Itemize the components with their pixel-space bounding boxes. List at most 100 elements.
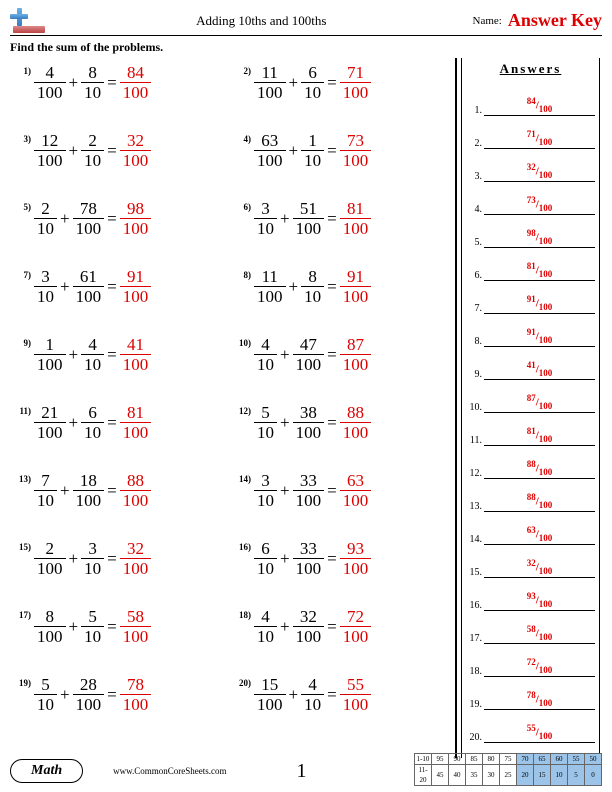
equation: 610+33100=93100: [254, 540, 371, 577]
answer-row: 19.78/100: [466, 677, 595, 710]
answer-row: 16.93/100: [466, 578, 595, 611]
answer-row: 14.63/100: [466, 512, 595, 545]
equals-op: =: [324, 345, 340, 365]
fraction-a: 410: [254, 336, 277, 373]
equation: 63100+110=73100: [254, 132, 371, 169]
equals-op: =: [324, 277, 340, 297]
fraction-b: 110: [301, 132, 324, 169]
plus-op: +: [286, 277, 302, 297]
fraction-answer: 87100: [340, 336, 372, 373]
answer-value: 63/100: [484, 525, 595, 545]
fraction-a: 11100: [254, 64, 286, 101]
equals-op: =: [104, 413, 120, 433]
equation: 410+47100=87100: [254, 336, 371, 373]
answer-value: 32/100: [484, 558, 595, 578]
answer-value: 88/100: [484, 492, 595, 512]
answers-title: Answers: [466, 58, 595, 83]
fraction-a: 710: [34, 472, 57, 509]
fraction-a: 4100: [34, 64, 66, 101]
problem-number: 5): [18, 200, 34, 212]
answer-row: 15.32/100: [466, 545, 595, 578]
answer-number: 8.: [466, 336, 484, 347]
answer-number: 1.: [466, 105, 484, 116]
problem-number: 13): [18, 472, 34, 484]
fraction-b: 18100: [73, 472, 105, 509]
answer-number: 4.: [466, 204, 484, 215]
equation: 510+38100=88100: [254, 404, 371, 441]
answer-value: 73/100: [484, 195, 595, 215]
equals-op: =: [324, 481, 340, 501]
answer-number: 3.: [466, 171, 484, 182]
fraction-answer: 58100: [120, 608, 152, 645]
answer-number: 18.: [466, 666, 484, 677]
answer-row: 18.72/100: [466, 644, 595, 677]
problem-number: 16): [238, 540, 254, 552]
equals-op: =: [104, 481, 120, 501]
answer-row: 9.41/100: [466, 347, 595, 380]
answer-number: 7.: [466, 303, 484, 314]
fraction-b: 51100: [293, 200, 325, 237]
fraction-answer: 88100: [340, 404, 372, 441]
worksheet-title: Adding 10ths and 100ths: [50, 13, 473, 29]
problem: 10)410+47100=87100: [238, 336, 371, 373]
fraction-answer: 32100: [120, 132, 152, 169]
fraction-answer: 78100: [120, 676, 152, 713]
instruction-text: Find the sum of the problems.: [10, 36, 602, 58]
fraction-answer: 73100: [340, 132, 372, 169]
equation: 21100+610=81100: [34, 404, 151, 441]
plus-op: +: [277, 481, 293, 501]
answer-value: 84/100: [484, 96, 595, 116]
fraction-answer: 63100: [340, 472, 372, 509]
problem: 18)410+32100=72100: [238, 608, 371, 645]
answer-value: 88/100: [484, 459, 595, 479]
problem-number: 17): [18, 608, 34, 620]
problem-number: 10): [238, 336, 254, 348]
problem-number: 12): [238, 404, 254, 416]
fraction-answer: 98100: [120, 200, 152, 237]
equals-op: =: [324, 549, 340, 569]
answer-value: 91/100: [484, 294, 595, 314]
problem-number: 4): [238, 132, 254, 144]
answers-section: Answers 1.84/1002.71/1003.32/1004.73/100…: [455, 58, 600, 758]
equation: 15100+410=55100: [254, 676, 371, 713]
problem-number: 19): [18, 676, 34, 688]
fraction-b: 410: [301, 676, 324, 713]
problem: 5)210+78100=98100: [18, 200, 151, 237]
fraction-a: 1100: [34, 336, 66, 373]
fraction-b: 410: [81, 336, 104, 373]
fraction-b: 810: [81, 64, 104, 101]
problem-number: 3): [18, 132, 34, 144]
fraction-b: 47100: [293, 336, 325, 373]
fraction-answer: 72100: [340, 608, 372, 645]
problem-number: 11): [18, 404, 34, 416]
answer-number: 15.: [466, 567, 484, 578]
answer-number: 16.: [466, 600, 484, 611]
plus-op: +: [277, 413, 293, 433]
plus-op: +: [66, 413, 82, 433]
answer-value: 58/100: [484, 624, 595, 644]
answer-number: 19.: [466, 699, 484, 710]
equals-op: =: [104, 73, 120, 93]
answer-number: 20.: [466, 732, 484, 743]
answer-row: 6.81/100: [466, 248, 595, 281]
answer-key-label: Answer Key: [508, 10, 602, 31]
equals-op: =: [104, 209, 120, 229]
answer-number: 12.: [466, 468, 484, 479]
problem: 1)4100+810=84100: [18, 64, 151, 101]
plus-op: +: [277, 209, 293, 229]
fraction-b: 310: [81, 540, 104, 577]
answer-number: 2.: [466, 138, 484, 149]
fraction-a: 8100: [34, 608, 66, 645]
fraction-a: 15100: [254, 676, 286, 713]
answer-value: 55/100: [484, 723, 595, 743]
fraction-a: 510: [34, 676, 57, 713]
plus-op: +: [66, 617, 82, 637]
plus-op: +: [277, 617, 293, 637]
answer-value: 93/100: [484, 591, 595, 611]
fraction-a: 12100: [34, 132, 66, 169]
answer-value: 91/100: [484, 327, 595, 347]
equation: 8100+510=58100: [34, 608, 151, 645]
problem: 11)21100+610=81100: [18, 404, 151, 441]
plus-op: +: [277, 549, 293, 569]
equals-op: =: [104, 549, 120, 569]
